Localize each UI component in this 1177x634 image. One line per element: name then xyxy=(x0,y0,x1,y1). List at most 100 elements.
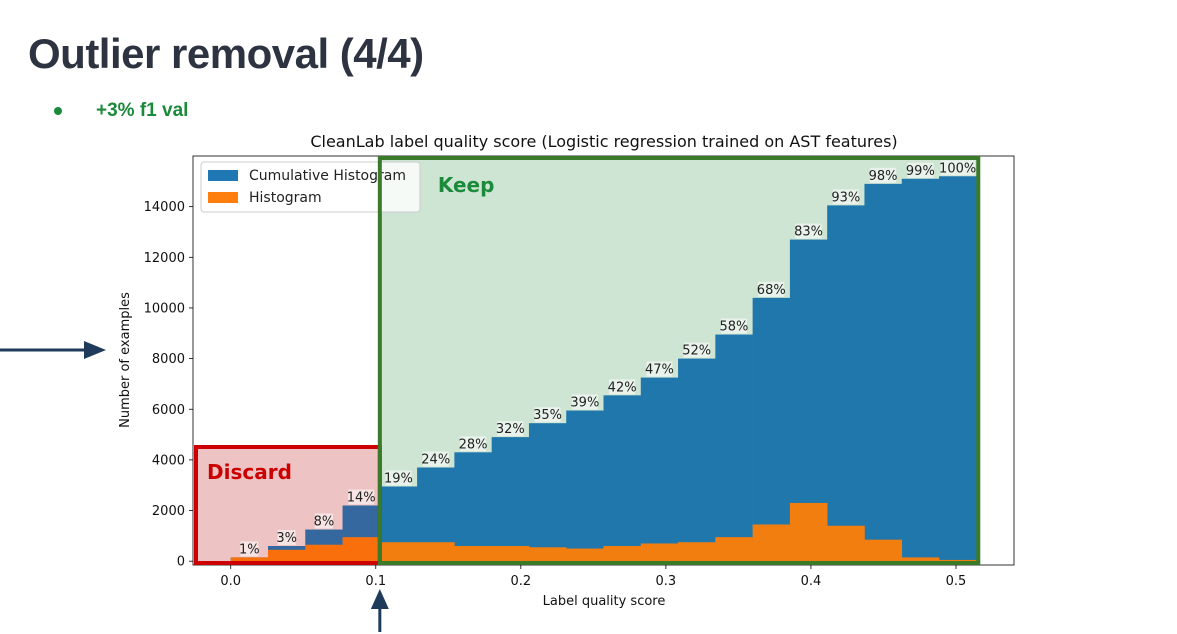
x-tick-label: 0.2 xyxy=(510,574,531,589)
bar-label-bg xyxy=(385,470,412,486)
keep-label: Keep xyxy=(438,173,495,197)
cumulative-bar xyxy=(752,297,791,562)
x-axis-label: Label quality score xyxy=(543,594,666,609)
bar-label-bg xyxy=(277,530,296,546)
bar-label: 24% xyxy=(421,452,450,467)
bar-label: 32% xyxy=(496,422,525,437)
bar-label-bg xyxy=(832,189,859,205)
histogram-bar xyxy=(901,557,940,562)
bar-label: 8% xyxy=(314,515,335,530)
cumulative-bar xyxy=(528,423,567,562)
bar-label: 1% xyxy=(239,542,260,557)
legend-box xyxy=(200,161,421,213)
bar-label: 52% xyxy=(682,344,711,359)
x-tick-label: 0.3 xyxy=(656,574,677,589)
histogram-bar xyxy=(715,537,753,562)
legend-swatch xyxy=(208,170,238,181)
y-tick-label: 10000 xyxy=(144,301,185,316)
bar-label-bg xyxy=(795,223,822,239)
histogram-bar xyxy=(417,542,455,562)
bar-label-bg xyxy=(870,167,897,183)
slide-title: Outlier removal (4/4) xyxy=(28,30,424,77)
histogram-bar xyxy=(342,537,381,562)
bar-label-bg xyxy=(314,513,333,529)
bar-label-bg xyxy=(534,407,561,423)
histogram-bar xyxy=(454,546,492,562)
bar-label: 83% xyxy=(794,225,823,240)
bullet-item: +3% f1 val xyxy=(54,100,188,122)
y-tick-label: 14000 xyxy=(144,200,185,215)
y-axis-label: Number of examples xyxy=(118,292,133,428)
cumulative-bar xyxy=(603,395,642,562)
histogram-bar xyxy=(939,559,977,562)
histogram-bar xyxy=(827,525,865,562)
histogram-bar xyxy=(640,543,679,562)
bar-label: 19% xyxy=(384,471,413,486)
bar-label-bg xyxy=(422,451,449,467)
y-tick-label: 6000 xyxy=(152,403,185,418)
legend-label: Histogram xyxy=(249,190,322,206)
bar-label-bg xyxy=(907,162,934,178)
bar-label: 42% xyxy=(608,380,637,395)
keep-overlay xyxy=(379,158,979,563)
keep-box xyxy=(377,156,981,565)
legend-label: Cumulative Histogram xyxy=(249,168,406,184)
cumulative-bar xyxy=(640,377,679,562)
histogram-bar xyxy=(678,542,716,562)
x-tick-label: 0.4 xyxy=(801,574,822,589)
bar-label: 14% xyxy=(347,490,376,505)
bar-label: 98% xyxy=(869,169,898,184)
bar-label-bg xyxy=(571,394,598,410)
cumulative-bar xyxy=(715,334,753,562)
bar-label-bg xyxy=(646,361,673,377)
bar-label-bg xyxy=(758,281,785,297)
bar-label-bg xyxy=(348,489,375,505)
bar-label-bg xyxy=(683,342,710,358)
x-tick-label: 0.0 xyxy=(220,574,241,589)
bar-label: 68% xyxy=(757,283,786,298)
arrow-right-icon xyxy=(84,341,106,359)
x-tick-label: 0.1 xyxy=(365,574,386,589)
cumulative-bar xyxy=(566,410,604,562)
cumulative-bar xyxy=(901,178,940,562)
histogram-bar xyxy=(305,544,343,562)
bar-label: 93% xyxy=(831,190,860,205)
bar-label: 100% xyxy=(939,161,976,176)
bar-label-bg xyxy=(460,436,487,452)
legend-swatch xyxy=(208,192,238,203)
bullet-text: +3% f1 val xyxy=(96,100,189,121)
bar-label: 35% xyxy=(533,408,562,423)
histogram-bar xyxy=(528,547,567,562)
bar-label: 3% xyxy=(276,531,297,546)
bar-label-bg xyxy=(940,160,975,176)
discard-label: Discard xyxy=(207,460,292,484)
arrow-up-icon xyxy=(370,589,389,609)
cumulative-bar xyxy=(827,205,865,562)
histogram-bar xyxy=(566,548,604,562)
bar-label-bg xyxy=(497,421,524,437)
bullet-dot-icon xyxy=(54,107,62,115)
histogram-bar xyxy=(789,502,828,562)
histogram-bar xyxy=(864,539,903,562)
bar-label-bg xyxy=(240,541,259,557)
bar-label: 39% xyxy=(570,396,599,411)
y-tick-label: 2000 xyxy=(152,504,185,519)
histogram-bar xyxy=(379,542,418,562)
y-tick-label: 4000 xyxy=(152,453,185,468)
bar-label-bg xyxy=(720,318,747,334)
cumulative-bar xyxy=(454,452,492,562)
y-tick-label: 12000 xyxy=(144,251,185,266)
chart-title: CleanLab label quality score (Logistic r… xyxy=(310,132,897,151)
histogram-bar xyxy=(230,557,269,562)
bar-label: 99% xyxy=(906,164,935,179)
histogram-bar xyxy=(603,546,642,562)
y-tick-label: 8000 xyxy=(152,352,185,367)
cumulative-bar xyxy=(678,358,716,562)
bar-label: 47% xyxy=(645,363,674,378)
cumulative-bar xyxy=(864,183,903,562)
bar-label: 28% xyxy=(459,437,488,452)
bar-label-bg xyxy=(609,379,636,395)
y-tick-label: 0 xyxy=(177,555,185,570)
bar-label: 58% xyxy=(720,320,749,335)
